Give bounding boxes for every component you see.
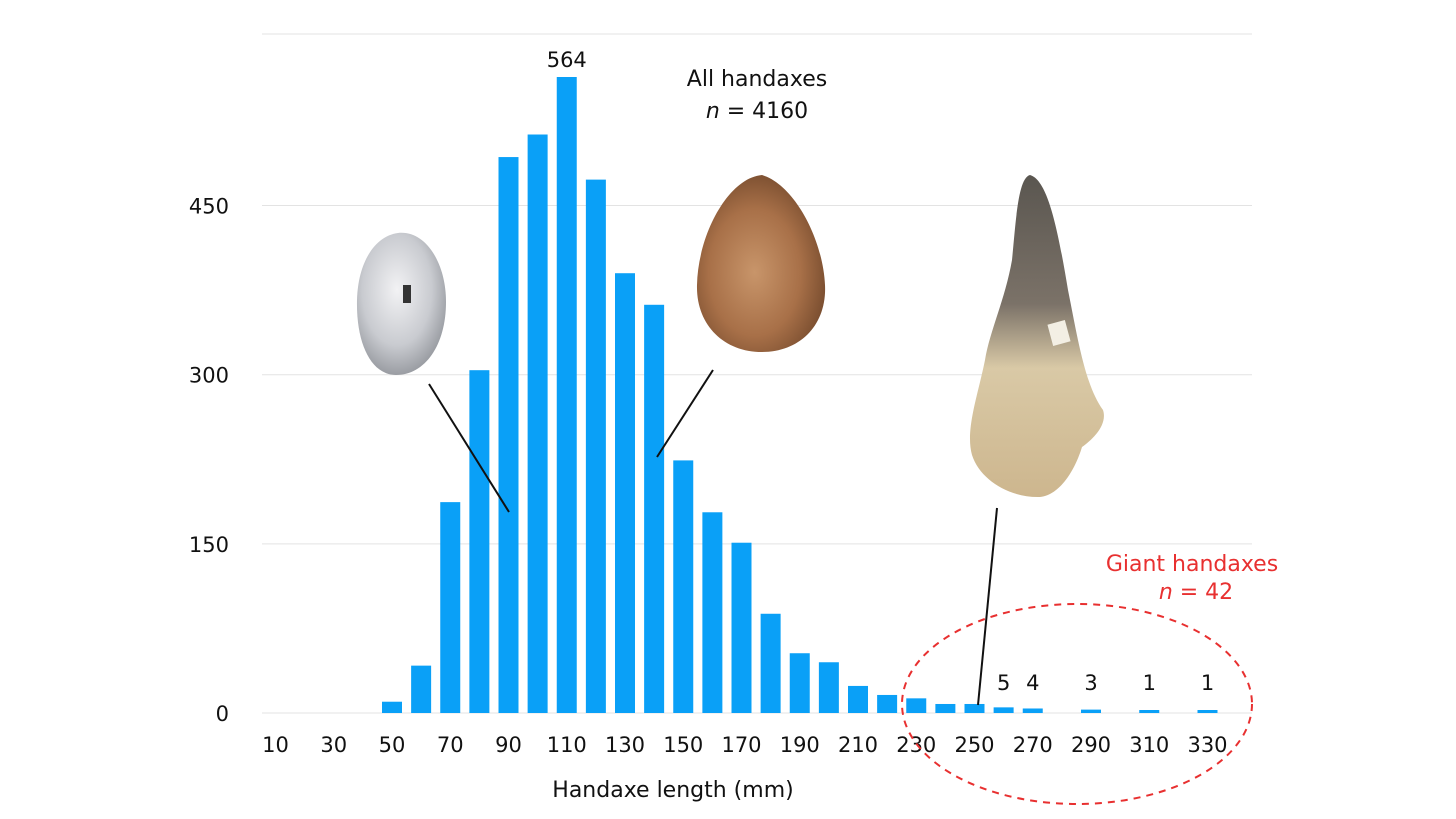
x-tick-label: 290	[1071, 733, 1111, 757]
data-label: 1	[1143, 671, 1156, 695]
bar-100	[527, 134, 548, 714]
y-tick-label: 300	[189, 364, 229, 388]
x-axis-label: Handaxe length (mm)	[552, 778, 793, 803]
x-tick-label: 330	[1187, 733, 1227, 757]
bar-180	[760, 613, 781, 713]
data-label: 1	[1201, 671, 1214, 695]
bar-150	[673, 460, 694, 713]
bar-60	[411, 665, 432, 713]
bar-130	[615, 273, 635, 713]
x-tick-label: 30	[320, 733, 347, 757]
giant-handaxe-image	[969, 175, 1104, 498]
x-tick-label: 190	[780, 733, 820, 757]
data-label: 5	[997, 671, 1010, 695]
medium-handaxe-image	[696, 175, 826, 352]
data-label: 4	[1026, 671, 1039, 695]
x-tick-label: 210	[838, 733, 878, 757]
bar-80	[469, 370, 490, 713]
x-tick-label: 250	[954, 733, 994, 757]
bar-260	[993, 707, 1014, 713]
leader-line-medium	[656, 369, 714, 458]
bar-290	[1081, 709, 1101, 713]
bar-190	[789, 653, 810, 713]
x-tick-labels: 10 30 50 70 90 110 130 150 170 190 210 230 250 270 290…	[262, 733, 1227, 757]
bar-310	[1139, 710, 1160, 713]
giant-handaxes-title: Giant handaxes	[1106, 552, 1278, 577]
bar-120	[585, 179, 606, 714]
bar-140	[644, 304, 665, 713]
bar-90	[498, 157, 519, 713]
bar-230	[906, 698, 927, 713]
x-tick-label: 90	[495, 733, 522, 757]
gridlines	[262, 33, 1252, 714]
bar-210	[848, 685, 868, 713]
x-tick-label: 170	[721, 733, 761, 757]
bar-220	[877, 694, 898, 713]
x-tick-label: 270	[1013, 733, 1053, 757]
data-labels: 564 5 4 3 1 1	[547, 48, 1214, 695]
x-tick-label: 50	[379, 733, 406, 757]
bar-50	[382, 701, 402, 713]
small-handaxe-image	[356, 232, 446, 375]
bar-110	[556, 77, 577, 713]
bar-240	[935, 703, 956, 713]
data-label: 3	[1084, 671, 1097, 695]
x-tick-label: 70	[437, 733, 464, 757]
bar-70	[440, 502, 461, 713]
all-handaxes-count: n = 4160	[706, 99, 808, 124]
y-tick-labels: 0 150 300 450	[189, 195, 229, 726]
bars	[382, 77, 1218, 714]
x-tick-label: 130	[605, 733, 645, 757]
y-tick-label: 0	[216, 702, 229, 726]
bar-170	[731, 542, 752, 713]
bar-160	[702, 512, 723, 713]
y-tick-label: 450	[189, 195, 229, 219]
x-tick-label: 150	[663, 733, 703, 757]
data-label: 564	[547, 48, 587, 72]
bar-270	[1022, 708, 1043, 713]
bar-330	[1197, 710, 1218, 713]
giant-handaxes-count: n = 42	[1159, 580, 1233, 605]
bar-250	[964, 703, 985, 713]
leader-line-giant	[977, 507, 998, 706]
y-tick-label: 150	[189, 533, 229, 557]
all-handaxes-title: All handaxes	[687, 67, 827, 92]
giant-handaxes-ellipse	[901, 603, 1253, 805]
x-tick-label: 10	[262, 733, 289, 757]
x-tick-label: 310	[1129, 733, 1169, 757]
x-tick-label: 110	[547, 733, 587, 757]
leader-line-small	[428, 383, 510, 513]
bar-200	[818, 662, 839, 713]
